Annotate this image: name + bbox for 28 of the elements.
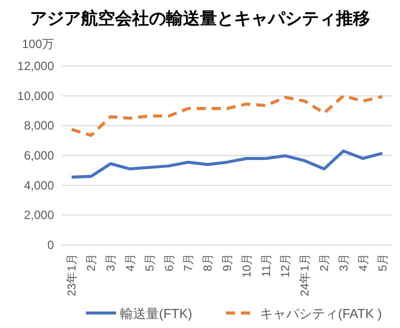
x-tick-label: 4月 <box>124 253 137 272</box>
legend-label: 輸送量(FTK) <box>120 306 192 321</box>
x-tick-label: 24年1月 <box>298 253 312 296</box>
x-tick-label: 7月 <box>182 253 196 272</box>
y-tick-label: 0 <box>47 238 54 252</box>
x-tick-label: 9月 <box>221 253 234 272</box>
y-tick-label: 2,000 <box>24 208 54 222</box>
x-tick-label: 6月 <box>162 253 176 272</box>
x-tick-label: 2月 <box>85 253 98 272</box>
legend-label: キャパシティ(FATK ) <box>260 306 382 321</box>
x-tick-label: 5月 <box>376 253 390 272</box>
y-tick-label: 4,000 <box>24 178 54 192</box>
x-tick-label: 5月 <box>143 253 156 272</box>
x-tick-label: 12月 <box>279 253 292 278</box>
x-tick-label: 8月 <box>202 253 215 272</box>
x-tick-label: 11月 <box>260 253 273 277</box>
x-tick-label: 2月 <box>318 253 332 272</box>
y-tick-label: 10,000 <box>17 88 54 103</box>
x-tick-label: 23年1月 <box>66 253 79 296</box>
y-tick-label: 6,000 <box>24 148 54 162</box>
x-tick-label: 3月 <box>104 253 118 272</box>
x-tick-label: 4月 <box>356 253 370 272</box>
y-tick-label: 12,000 <box>17 59 54 73</box>
x-tick-label: 3月 <box>337 253 350 272</box>
y-axis-title: 100万 <box>22 37 54 51</box>
chart-title: アジア航空会社の輸送量とキャパシティ推移 <box>30 9 370 28</box>
y-tick-label: 8,000 <box>24 118 54 133</box>
x-tick-label: 10月 <box>240 253 254 278</box>
